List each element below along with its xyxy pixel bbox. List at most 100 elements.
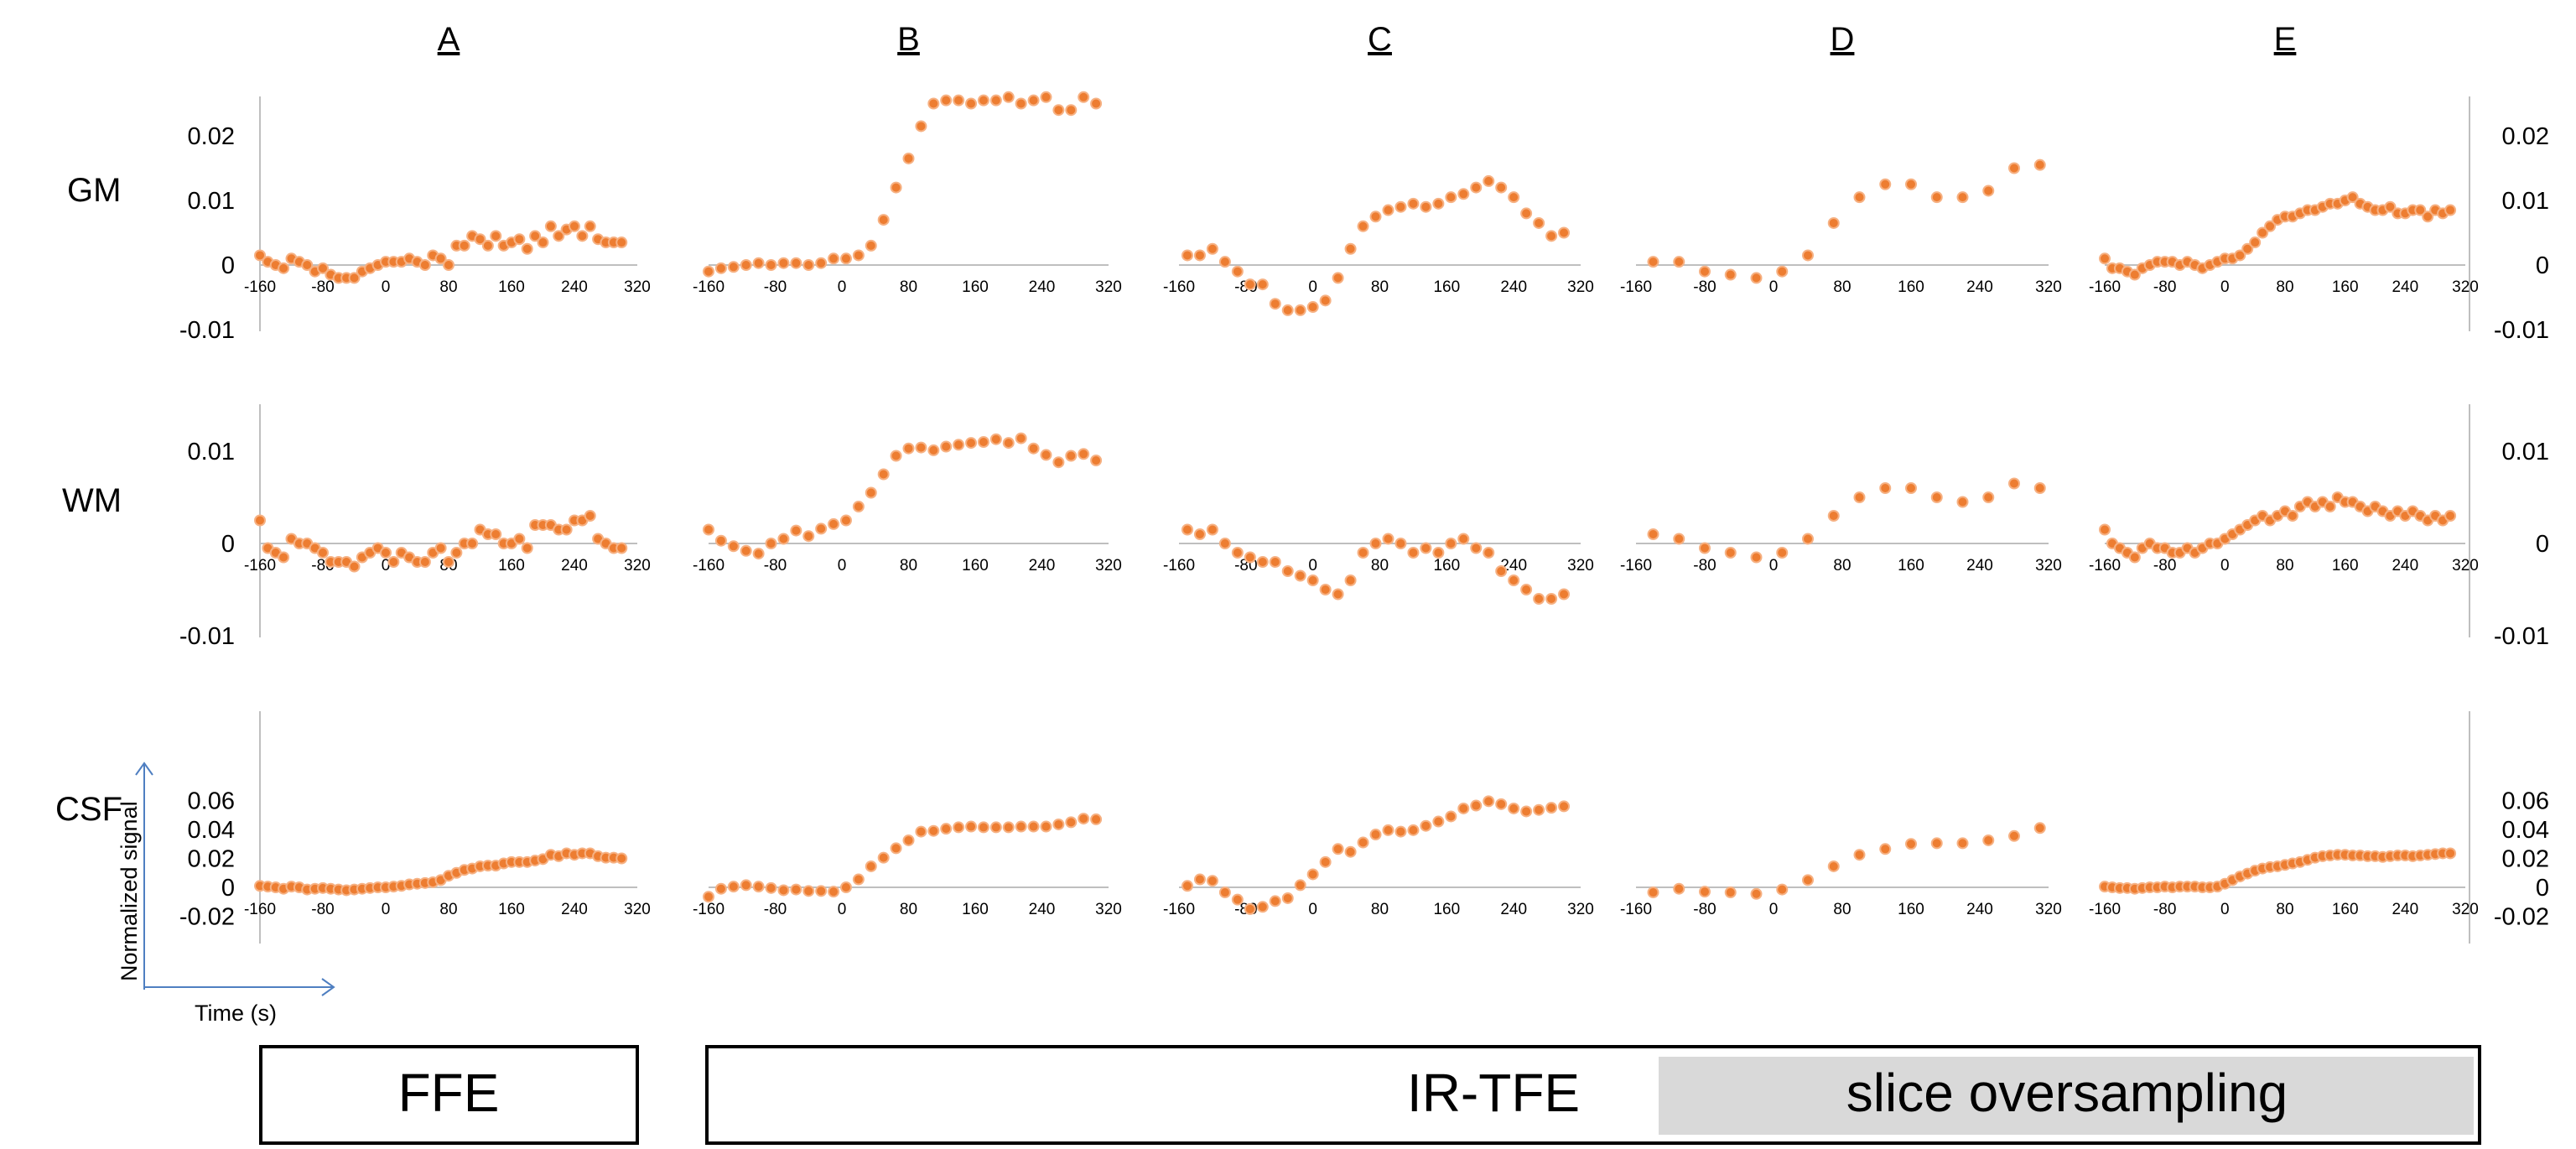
data-point — [1369, 211, 1382, 223]
data-point — [815, 885, 828, 897]
x-tick-label: -80 — [2153, 557, 2176, 574]
x-tick-label: 320 — [2035, 557, 2062, 574]
x-tick-label: 80 — [1833, 557, 1851, 574]
x-tick-label: 160 — [962, 557, 989, 574]
data-point — [1558, 800, 1571, 813]
data-point — [1750, 887, 1763, 900]
data-point — [1231, 265, 1244, 278]
data-point — [513, 233, 526, 246]
data-point — [2444, 510, 2457, 522]
x-tick-label: -80 — [2153, 901, 2176, 918]
x-tick-label: 160 — [498, 557, 525, 574]
data-point — [254, 249, 266, 262]
data-point — [1357, 220, 1369, 232]
data-point — [537, 237, 549, 249]
data-point — [1015, 97, 1027, 110]
y-tick-left-csf: 0.02 — [188, 846, 235, 873]
data-point — [1052, 104, 1065, 117]
data-point — [1673, 882, 1685, 895]
data-point — [2264, 220, 2277, 232]
data-point — [765, 259, 777, 271]
data-point — [576, 230, 589, 242]
data-point — [1802, 874, 1814, 886]
data-point — [1545, 230, 1558, 242]
data-point — [1483, 174, 1495, 187]
x-tick-label: 320 — [2035, 278, 2062, 296]
data-point — [1483, 547, 1495, 559]
data-point — [1508, 802, 1520, 814]
x-tick-label: 0 — [838, 278, 847, 296]
data-point — [839, 881, 852, 893]
data-point — [2384, 200, 2397, 213]
data-point — [1879, 178, 1892, 190]
data-point — [2286, 510, 2298, 522]
data-point — [1545, 593, 1558, 605]
column-header-b: B — [897, 21, 920, 58]
data-point — [443, 556, 454, 568]
x-tick-label: 240 — [1029, 901, 1056, 918]
x-tick-label: 320 — [2035, 901, 2062, 918]
data-point — [1533, 593, 1545, 605]
x-tick-label: 80 — [2276, 557, 2293, 574]
data-point — [927, 97, 940, 110]
data-point — [828, 252, 840, 265]
x-tick-label: 0 — [838, 901, 847, 918]
data-point — [1281, 892, 1294, 904]
data-point — [2324, 501, 2336, 512]
x-tick-label: 240 — [561, 278, 588, 296]
x-tick-label: 320 — [1567, 557, 1594, 574]
y-tick-right-csf: -0.02 — [2494, 904, 2549, 931]
data-point — [1078, 91, 1090, 103]
data-point — [1750, 551, 1763, 564]
data-point — [1724, 547, 1737, 559]
data-point — [890, 450, 902, 462]
data-point — [1853, 191, 1866, 204]
data-point — [740, 544, 752, 557]
data-point — [1982, 834, 1995, 846]
data-point — [940, 823, 953, 835]
x-tick-label: -160 — [1620, 557, 1652, 574]
data-point — [1040, 91, 1052, 103]
data-point — [1369, 538, 1382, 549]
data-point — [584, 510, 596, 522]
data-point — [777, 257, 790, 269]
x-tick-label: 80 — [439, 278, 457, 296]
data-point — [1470, 542, 1483, 554]
data-point — [1545, 802, 1558, 814]
x-tick-label: -160 — [244, 278, 276, 296]
data-point — [777, 533, 790, 545]
data-point — [1520, 207, 1533, 220]
x-tick-label: 160 — [962, 278, 989, 296]
ffe-box — [259, 1045, 639, 1145]
data-point — [490, 230, 502, 242]
irtfe-label: IR-TFE — [1407, 1063, 1580, 1123]
data-point — [1470, 181, 1483, 194]
data-point — [1306, 868, 1319, 881]
data-point — [977, 436, 989, 448]
x-tick-label: 160 — [498, 278, 525, 296]
data-point — [1699, 265, 1711, 278]
data-point — [2257, 226, 2269, 239]
data-point — [317, 262, 329, 274]
x-tick-label: -80 — [764, 557, 787, 574]
y-axes: 0.02 0.020.01 0.010 0-0.01 -0.010.01 0.010 0-0… — [179, 96, 2549, 944]
data-point — [1533, 216, 1545, 229]
data-point — [1306, 574, 1319, 586]
data-point — [740, 259, 752, 271]
data-point — [1445, 191, 1457, 204]
data-point — [1002, 437, 1015, 450]
x-tick-label: 0 — [1769, 901, 1779, 918]
data-point — [1344, 242, 1357, 255]
data-point — [1244, 551, 1256, 564]
data-point — [839, 252, 852, 265]
data-point — [2346, 191, 2359, 204]
x-tick-label: 0 — [382, 557, 391, 574]
axis-legend: Normalized signal Time (s) — [117, 762, 335, 1026]
data-point — [1206, 242, 1218, 255]
data-point — [458, 239, 470, 252]
x-tick-label: 320 — [2452, 557, 2479, 574]
ffe-label: FFE — [398, 1063, 500, 1123]
data-point — [1445, 810, 1457, 823]
data-point — [727, 540, 740, 553]
y-tick-left-gm: 0 — [221, 252, 235, 279]
